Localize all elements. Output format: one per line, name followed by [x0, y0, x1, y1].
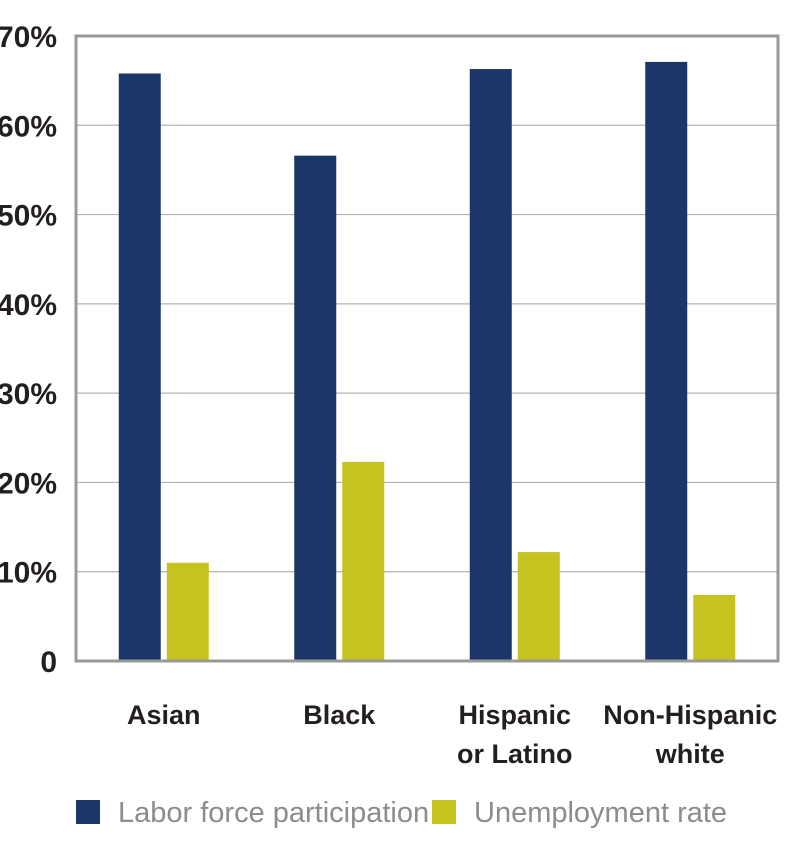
- y-tick-label: 60%: [0, 110, 57, 143]
- bar-unemployment-rate: [517, 552, 560, 661]
- x-tick-label: Black: [303, 700, 376, 730]
- y-axis-ticks: 0 10% 20% 30% 40% 50% 60% 70%: [0, 21, 57, 679]
- legend-swatch: [432, 800, 456, 824]
- y-tick-label: 30%: [0, 378, 57, 411]
- bar-layer: [118, 61, 736, 662]
- legend-swatch: [76, 800, 100, 824]
- plot-frame: [74, 34, 780, 663]
- y-tick-label: 50%: [0, 200, 57, 233]
- y-tick-label: 40%: [0, 289, 57, 322]
- legend-label: Labor force participation: [118, 797, 429, 829]
- x-axis-ticks: Asian Black Hispanic or Latino Non-Hispanic w…: [127, 700, 777, 769]
- y-tick-label: 70%: [0, 21, 57, 54]
- legend-item-unemployment-rate: Unemployment rate: [432, 797, 727, 829]
- legend: Labor force participation Unemployment ra…: [76, 797, 727, 829]
- y-tick-label: 0: [40, 646, 57, 679]
- plot-frame-border: [74, 34, 780, 663]
- bar-labor-force-participation: [469, 69, 512, 662]
- bar-unemployment-rate: [166, 562, 209, 661]
- legend-label: Unemployment rate: [474, 797, 727, 829]
- x-tick-label: Non-Hispanic white: [603, 700, 777, 769]
- bar-labor-force-participation: [645, 61, 688, 661]
- bar-unemployment-rate: [693, 594, 736, 661]
- bar-labor-force-participation: [294, 155, 337, 661]
- y-tick-label: 10%: [0, 557, 57, 590]
- x-tick-label: Hispanic or Latino: [457, 700, 573, 769]
- bar-unemployment-rate: [342, 461, 385, 661]
- x-tick-label: Asian: [127, 700, 201, 730]
- y-tick-label: 20%: [0, 467, 57, 500]
- legend-item-labor-force-participation: Labor force participation: [76, 797, 429, 829]
- bar-labor-force-participation: [118, 73, 161, 661]
